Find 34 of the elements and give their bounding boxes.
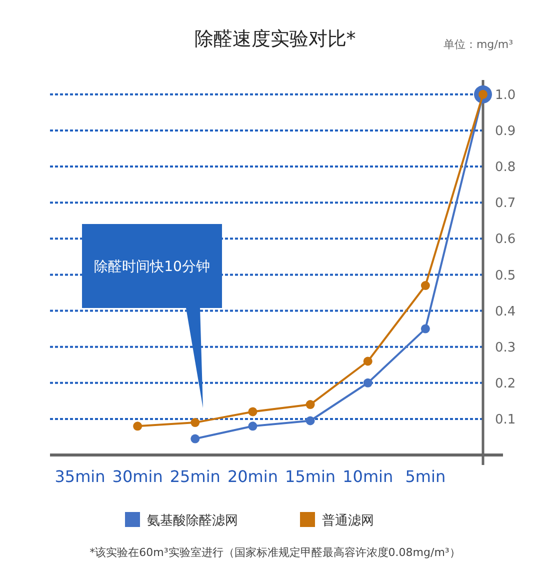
x-tick-label: 35min bbox=[54, 467, 106, 486]
y-tick-label: 0.4 bbox=[495, 304, 516, 320]
y-axis-title: 单位：mg/m³ bbox=[443, 38, 513, 51]
point bbox=[133, 422, 142, 431]
legend-label: 普通滤网 bbox=[322, 512, 374, 529]
point bbox=[248, 407, 258, 416]
y-tick-label: 0.8 bbox=[495, 160, 516, 176]
point bbox=[306, 400, 315, 410]
annotation: 除醛时间快10分钟 bbox=[94, 258, 210, 275]
x-tick-label: 5min bbox=[405, 467, 446, 486]
y-tick-label: 0.6 bbox=[495, 232, 516, 248]
point bbox=[190, 434, 200, 444]
point bbox=[248, 422, 258, 431]
y-tick-label: 0.1 bbox=[495, 412, 516, 428]
point bbox=[420, 324, 430, 334]
x-tick-label: 10min bbox=[342, 467, 394, 486]
x-tick-label: 30min bbox=[112, 467, 163, 486]
point bbox=[363, 356, 372, 366]
y-tick-label: 1.0 bbox=[495, 88, 516, 103]
x-tick-label: 25min bbox=[170, 467, 220, 486]
y-tick-label: 0.5 bbox=[495, 268, 516, 284]
y-tick-label: 0.2 bbox=[495, 376, 516, 392]
x-tick-label: 20min bbox=[227, 467, 278, 486]
chart-title: 除醛速度实验对比* bbox=[194, 28, 356, 50]
y-tick-label: 0.3 bbox=[495, 340, 516, 356]
x-tick-label: 15min bbox=[285, 467, 336, 486]
point bbox=[420, 281, 430, 290]
text: *该实验在60m³实验室进行（国家标准规定甲醛最高容许浓度0.08mg/m³） bbox=[90, 546, 460, 559]
y-tick-label: 0.7 bbox=[495, 196, 516, 212]
point bbox=[363, 378, 372, 388]
point bbox=[190, 418, 200, 428]
legend-label: 氨基酸除醛滤网 bbox=[147, 514, 238, 529]
y-tick-label: 0.9 bbox=[495, 124, 516, 140]
point bbox=[306, 416, 315, 426]
